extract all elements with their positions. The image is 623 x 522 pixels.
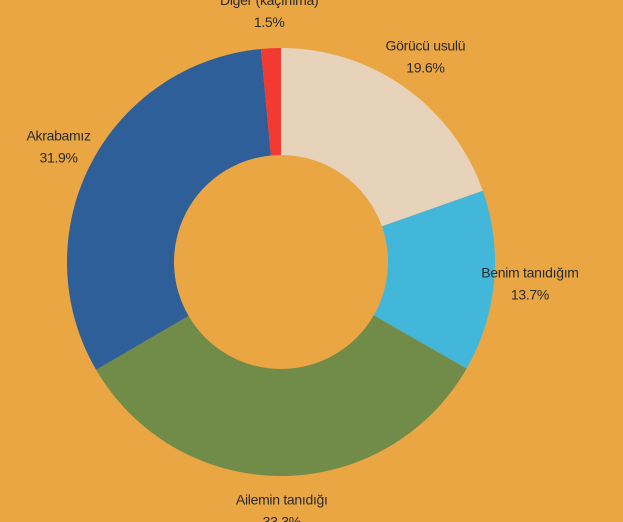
- donut-slice: [373, 190, 495, 369]
- donut-slice: [67, 48, 271, 370]
- slice-label: Diğer (kaçırılma): [220, 0, 318, 8]
- slice-value-label: 13.7%: [511, 286, 549, 302]
- slice-label: Ailemin tanıdığı: [236, 492, 328, 508]
- slice-label: Akrabamız: [26, 128, 91, 144]
- slice-label: Benim tanıdığım: [481, 264, 578, 280]
- slice-value-label: 31.9%: [40, 150, 78, 166]
- slice-label: Görücü usulü: [386, 38, 466, 54]
- slice-value-label: 19.6%: [406, 60, 444, 76]
- slice-value-label: 33.3%: [263, 514, 301, 522]
- donut-slice: [281, 48, 483, 227]
- donut-slice: [260, 48, 281, 156]
- slice-value-label: 1.5%: [254, 14, 285, 30]
- donut-slice: [96, 315, 467, 476]
